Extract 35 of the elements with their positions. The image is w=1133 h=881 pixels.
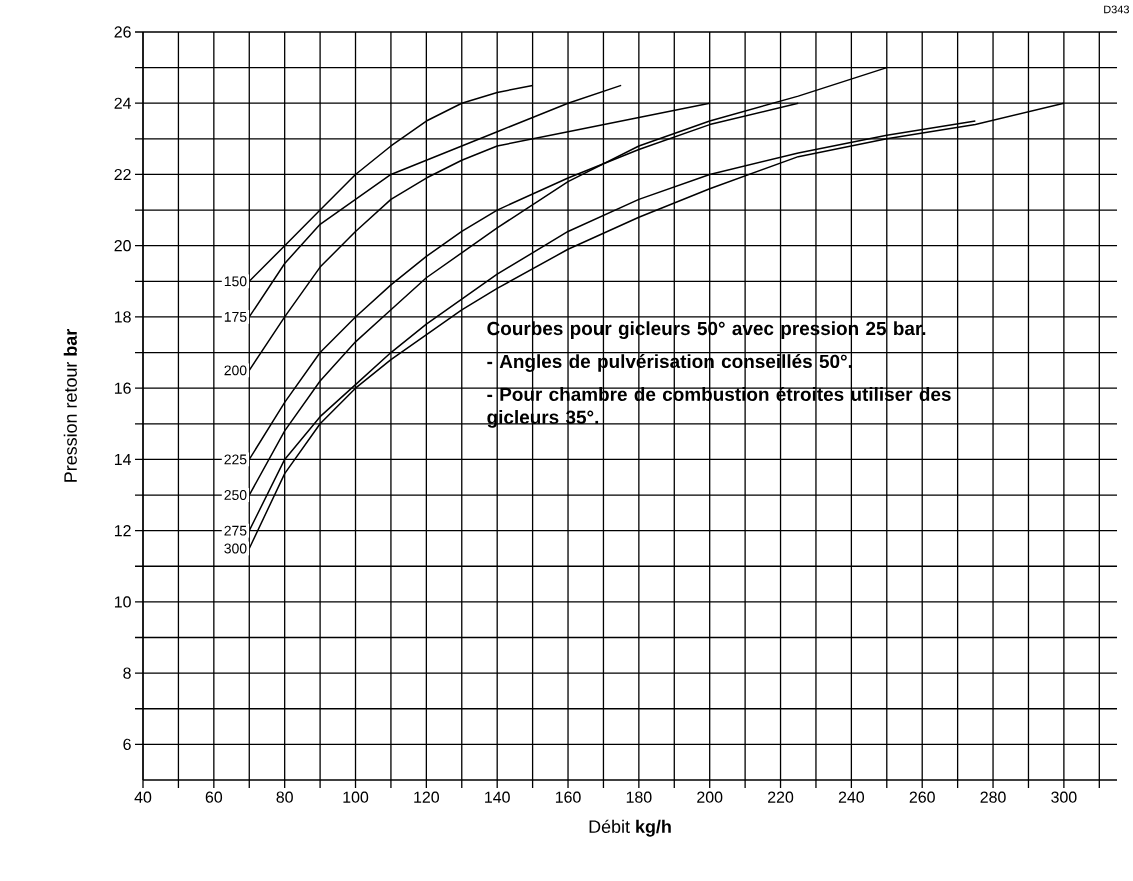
y-tick-label: 18: [114, 311, 131, 323]
series-label: 225: [224, 454, 247, 465]
x-tick-label: 200: [697, 791, 723, 803]
y-axis-title: Pression retour bar: [63, 329, 77, 482]
x-tick-label: 100: [343, 791, 369, 803]
y-tick-label: 8: [123, 667, 131, 679]
series-label: 150: [224, 276, 247, 287]
x-tick-label: 180: [626, 791, 652, 803]
y-tick-label: 26: [114, 26, 131, 38]
x-tick-label: 80: [276, 791, 293, 803]
y-tick-label: 24: [114, 97, 132, 109]
y-tick-label: 12: [114, 525, 131, 537]
y-tick-label: 14: [114, 453, 132, 465]
text: D343: [1104, 5, 1129, 14]
x-tick-label: 220: [768, 791, 794, 803]
x-axis-title: Débit kg/h: [589, 819, 671, 837]
y-tick-label: 16: [114, 382, 131, 394]
x-tick-label: 240: [838, 791, 865, 803]
series-label: 300: [224, 543, 247, 554]
x-tick-label: 300: [1051, 791, 1077, 803]
y-tick-label: 10: [114, 596, 131, 608]
y-tick-label: 6: [123, 738, 131, 751]
series-label: 175: [224, 312, 247, 322]
x-tick-label: 160: [555, 791, 581, 803]
x-tick-label: 120: [414, 791, 440, 803]
series-label: 275: [224, 525, 247, 536]
y-tick-label: 20: [114, 240, 131, 252]
series-label: 200: [224, 365, 247, 376]
x-tick-label: 280: [980, 791, 1006, 803]
series-label: 250: [224, 490, 247, 500]
x-tick-label: 40: [134, 791, 152, 803]
x-tick-label: 260: [909, 791, 935, 803]
x-tick-label: 60: [205, 791, 223, 803]
x-tick-label: 140: [485, 791, 510, 803]
y-tick-label: 22: [114, 168, 131, 181]
